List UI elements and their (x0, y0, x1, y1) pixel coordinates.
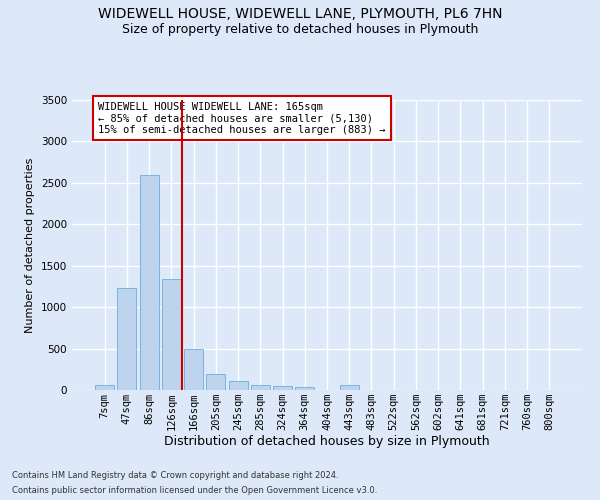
Bar (295, 386, 314, 390)
Y-axis label: Number of detached properties: Number of detached properties (25, 158, 35, 332)
Bar (206, 374, 225, 390)
Text: Size of property relative to detached houses in Plymouth: Size of property relative to detached ho… (122, 22, 478, 36)
Text: WIDEWELL HOUSE WIDEWELL LANE: 165sqm
← 85% of detached houses are smaller (5,130: WIDEWELL HOUSE WIDEWELL LANE: 165sqm ← 8… (98, 102, 385, 135)
Bar (229, 382, 248, 390)
Bar (273, 386, 292, 390)
Text: WIDEWELL HOUSE, WIDEWELL LANE, PLYMOUTH, PL6 7HN: WIDEWELL HOUSE, WIDEWELL LANE, PLYMOUTH,… (98, 8, 502, 22)
Text: Contains public sector information licensed under the Open Government Licence v3: Contains public sector information licen… (12, 486, 377, 495)
Bar (140, 176, 158, 390)
Text: Contains HM Land Registry data © Crown copyright and database right 2024.: Contains HM Land Registry data © Crown c… (12, 471, 338, 480)
Bar (162, 279, 181, 390)
Text: Distribution of detached houses by size in Plymouth: Distribution of detached houses by size … (164, 435, 490, 448)
Bar (251, 386, 270, 390)
Bar (340, 386, 359, 390)
Bar (118, 288, 136, 390)
Bar (184, 348, 203, 390)
Bar (95, 386, 114, 390)
